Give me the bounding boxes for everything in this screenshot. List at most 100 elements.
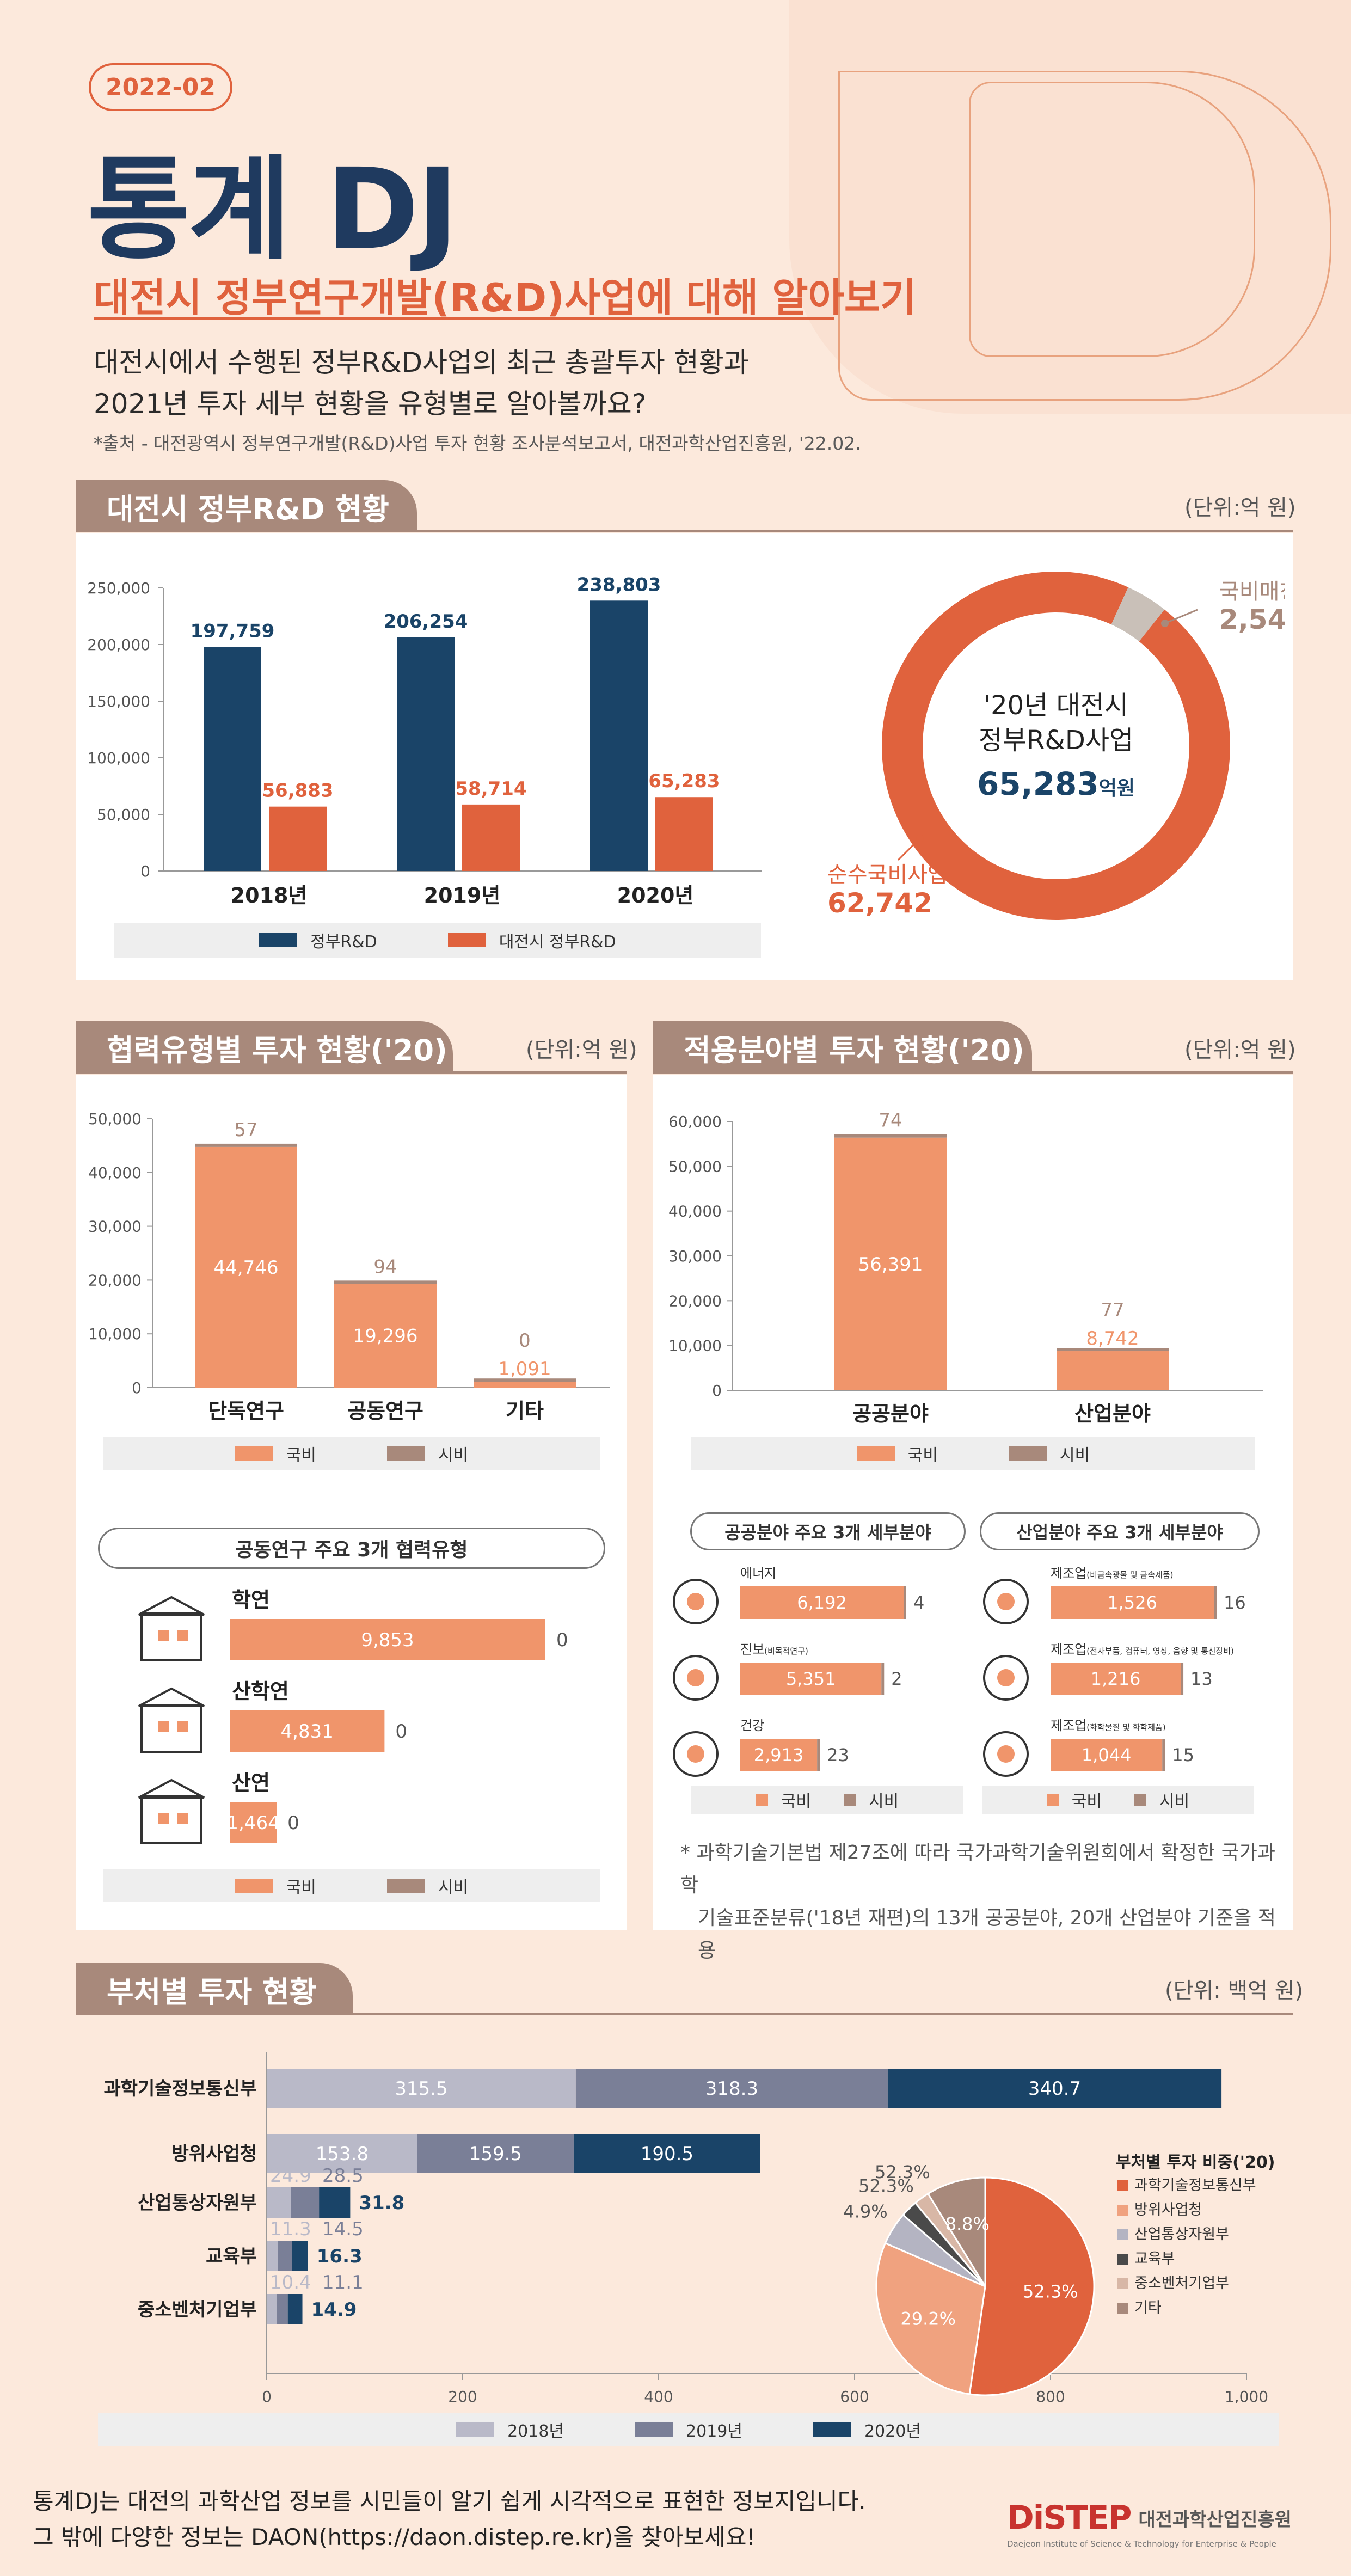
section2-rule [76,1071,627,1074]
item-label-main: 제조업 [1051,1566,1086,1581]
footer-text: 통계DJ는 대전의 과학산업 정보를 시민들이 알기 쉽게 시각적으로 표현한 … [33,2483,866,2555]
lightbulb-icon-outline [673,1579,719,1624]
school-icon-detail [177,1630,188,1641]
y-tick-label: 10,000 [668,1337,722,1355]
item-label-sub: (비목적연구) [764,1646,808,1656]
bar-2019년 [291,2187,320,2218]
bar-gov-value-label: 44,746 [214,1257,279,1279]
bar-gov-value-label: 2,913 [754,1745,804,1765]
bar-city-value-label: 0 [287,1812,299,1834]
y-tick-label: 30,000 [88,1218,142,1236]
bar-city [817,1739,820,1771]
item-label-main: 에너지 [740,1566,776,1581]
legend-item-city: 시비 [844,1788,899,1812]
legend-item-2020: 2020년 [813,2418,921,2442]
section3-panel: 0 10,000 20,000 30,000 40,000 50,000 60,000 56,… [653,1075,1293,1962]
legend-item-2019: 2019년 [635,2418,742,2442]
pie-legend-label: 교육부 [1134,2250,1175,2267]
bar-djrd [269,806,327,871]
legend-item-city: 시비 [387,1874,468,1898]
donut-slice [1111,587,1165,642]
book-icon [673,1655,719,1701]
slice-name-label: 국비매칭사업 [1219,579,1285,604]
bar-value-label: 197,759 [191,621,275,642]
item-label-sub: (화학물질 및 화학제품) [1086,1722,1165,1732]
bar-2018년 [267,2069,576,2108]
section4-legend: 2018년 2019년 2020년 [98,2413,1279,2446]
bar-2020년 [319,2187,351,2218]
bar-city-value-label: 16 [1224,1592,1246,1613]
y-tick-label: 0 [712,1382,722,1400]
section1-legend: 정부R&D 대전시 정부R&D [114,923,761,958]
x-category-label: 단독연구 [208,1399,284,1423]
bar-2020년 [573,2134,760,2173]
legend-item-gov: 국비 [235,1442,316,1465]
researcher-icon-body [140,1795,202,1844]
coop-types-legend: 국비 시비 [103,1869,600,1902]
bar-gov [230,1802,277,1843]
field-bar-chart-group: 0 10,000 20,000 30,000 40,000 50,000 60,000 56,… [668,1110,1263,1426]
bar-gov [1051,1663,1181,1695]
researcher-icon-detail [158,1813,169,1824]
pie-legend-label: 산업통상자원부 [1134,2226,1229,2243]
item-label: 제조업(비금속광물 및 금속제품) [1051,1566,1174,1581]
bar-2020년 [292,2241,308,2271]
coop-bar-chart-group: 0 10,000 20,000 30,000 40,000 50,000 44,746 57 단… [88,1110,610,1423]
bar-gov-value-label: 1,464 [226,1812,279,1834]
bar-gov [1051,1586,1214,1619]
item-label: 에너지 [740,1566,776,1581]
legend-item-djrd: 대전시 정부R&D [447,928,616,952]
bar-city-value-label: 0 [519,1330,531,1352]
public-fields-pill: 공공분야 주요 3개 세부분야 [690,1512,966,1550]
school-icon-roof [138,1596,205,1616]
legend-item-gov: 국비 [756,1788,811,1812]
y-category-label: 교육부 [206,2246,257,2267]
section3-tab: 적용분야별 투자 현황('20) [653,1021,1032,1074]
book-icon-accent [687,1669,704,1686]
distep-logo-english: Daejeon Institute of Science & Technolog… [1007,2539,1276,2549]
test-tube-icon [983,1731,1029,1777]
bar-city [834,1134,947,1138]
background-decoration-outline [838,71,1331,401]
bar-city [334,1280,437,1284]
bar-city [1181,1663,1184,1695]
bar-gov [474,1382,576,1388]
item-label: 산학연 [232,1679,289,1703]
bar-city-value-label: 0 [395,1721,407,1743]
item-label-sub: (비금속광물 및 금속제품) [1086,1570,1173,1580]
bar-2018년 [267,2187,291,2218]
background-decoration-outline-2 [969,82,1255,357]
item-label: 산연 [232,1771,270,1795]
distep-logo-mark: DiSTEP [1007,2499,1132,2537]
callout-line [897,837,921,861]
section1-tab: 대전시 정부R&D 현황 [76,480,417,532]
bar-value-label-2020: 31.8 [359,2192,404,2214]
bar-gov [740,1739,818,1771]
group-icon-detail [177,1721,188,1732]
bar-city-value-label: 94 [373,1256,397,1278]
bar-gov-value-label: 6,192 [797,1592,847,1613]
group-icon-detail [158,1721,169,1732]
pie-slice [968,2176,1095,2396]
bar-2018년 [267,2294,277,2324]
item-label: 건강 [740,1718,764,1733]
bar-city [881,1663,885,1695]
group-icon [138,1687,205,1753]
slice-name-label: 순수국비사업 [827,862,948,887]
pie-slice-label: 8.8% [945,2214,990,2235]
bar-value-label-2019: 14.5 [322,2218,364,2240]
bar-value-label: 159.5 [469,2143,522,2165]
bar-value-label: 56,883 [262,780,333,802]
y-tick-label: 50,000 [88,1110,142,1128]
slice-value-label: 2,541 [1219,604,1285,635]
book-icon-outline [673,1655,719,1701]
bar-value-label: 190.5 [641,2143,693,2165]
bar-city-value-label: 0 [556,1629,568,1651]
bar-gov [230,1710,385,1752]
bar-value-label: 153.8 [316,2143,369,2165]
pie-legend-swatch [1117,2254,1128,2265]
y-tick-label: 40,000 [668,1203,722,1220]
x-tick-label: 400 [644,2388,673,2406]
bar-value-label: 318.3 [705,2078,758,2100]
